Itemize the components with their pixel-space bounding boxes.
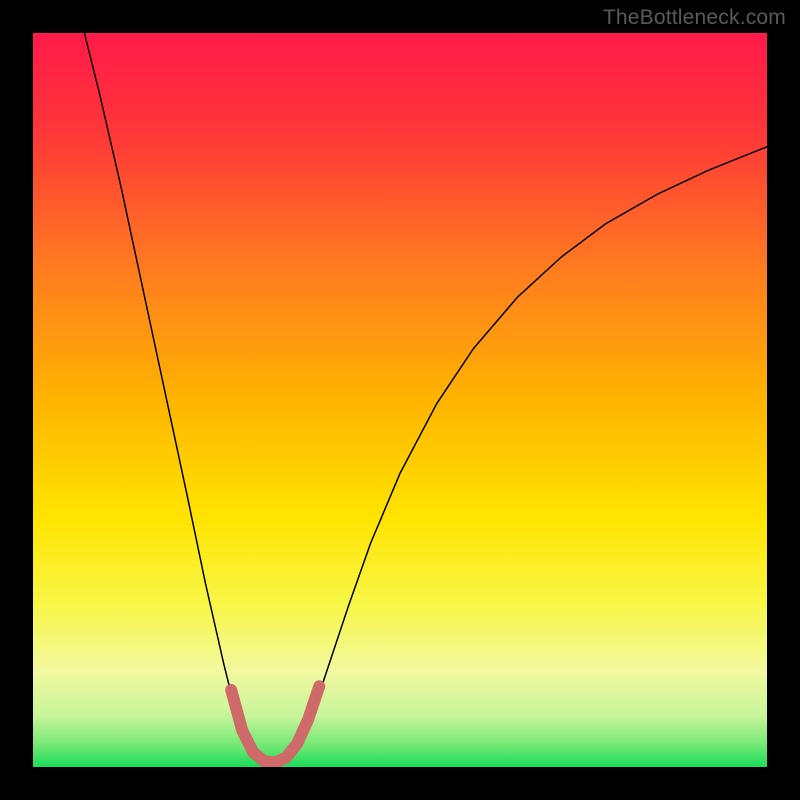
watermark-text: TheBottleneck.com [603, 6, 786, 30]
plot-frame [33, 33, 767, 767]
bottleneck-curve-chart [33, 33, 767, 767]
plot-background [33, 33, 767, 767]
chart-container: TheBottleneck.com [0, 0, 800, 800]
